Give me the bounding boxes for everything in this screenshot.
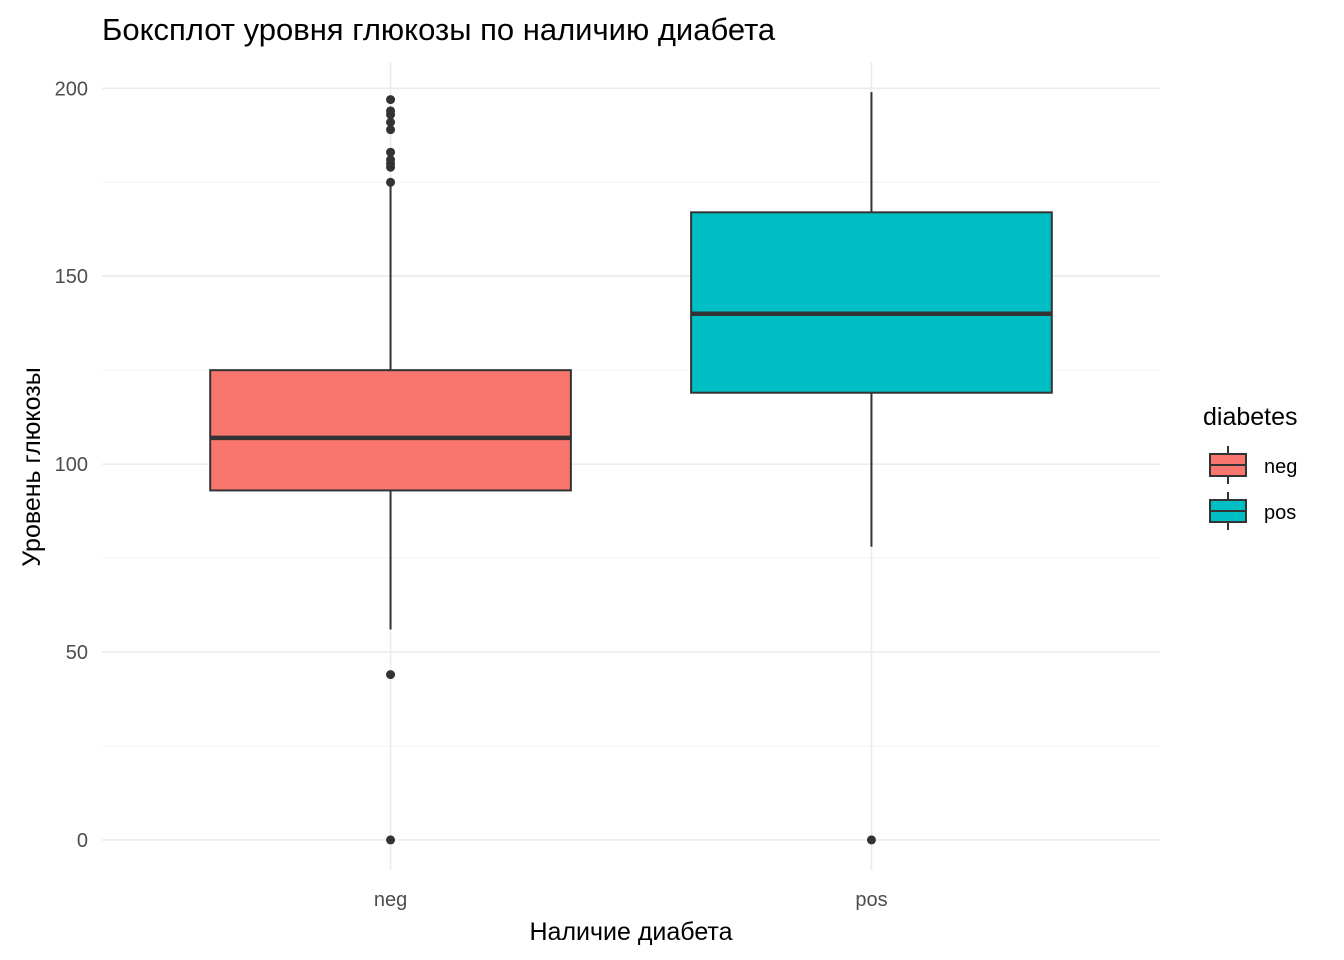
outlier-point [386,125,396,135]
outlier-point [386,670,396,680]
box-body [690,211,1053,394]
box-neg [209,95,572,845]
outlier-point [386,117,396,127]
outlier-point [386,95,396,105]
chart-title: Боксплот уровня глюкозы по наличию диабе… [102,12,776,47]
legend-label: neg [1264,456,1297,478]
outlier-point [386,177,396,187]
y-axis-ticks: 0 50 100 150 200 [55,78,88,852]
box-pos [690,92,1053,845]
legend-key-neg [1209,446,1247,484]
outlier-point [386,106,396,116]
y-tick-label: 0 [77,830,88,852]
x-tick-label: neg [374,889,407,911]
x-axis-ticks: neg pos [374,889,888,911]
legend-title: diabetes [1203,403,1298,431]
outlier-point [386,147,396,157]
y-tick-label: 150 [55,266,88,288]
y-tick-label: 200 [55,78,88,100]
outlier-point [866,835,876,845]
legend-key-pos [1209,492,1247,530]
y-tick-label: 100 [55,454,88,476]
y-axis-title: Уровень глюкозы [18,367,46,566]
outlier-point [386,155,396,165]
x-tick-label: pos [855,889,887,911]
y-tick-label: 50 [66,642,88,664]
outlier-point [386,835,396,845]
box-body [209,369,572,492]
x-axis-title: Наличие диабета [530,918,733,946]
boxes [209,92,1053,845]
legend-label: pos [1264,502,1296,524]
legend: diabetes neg pos [1203,403,1298,530]
